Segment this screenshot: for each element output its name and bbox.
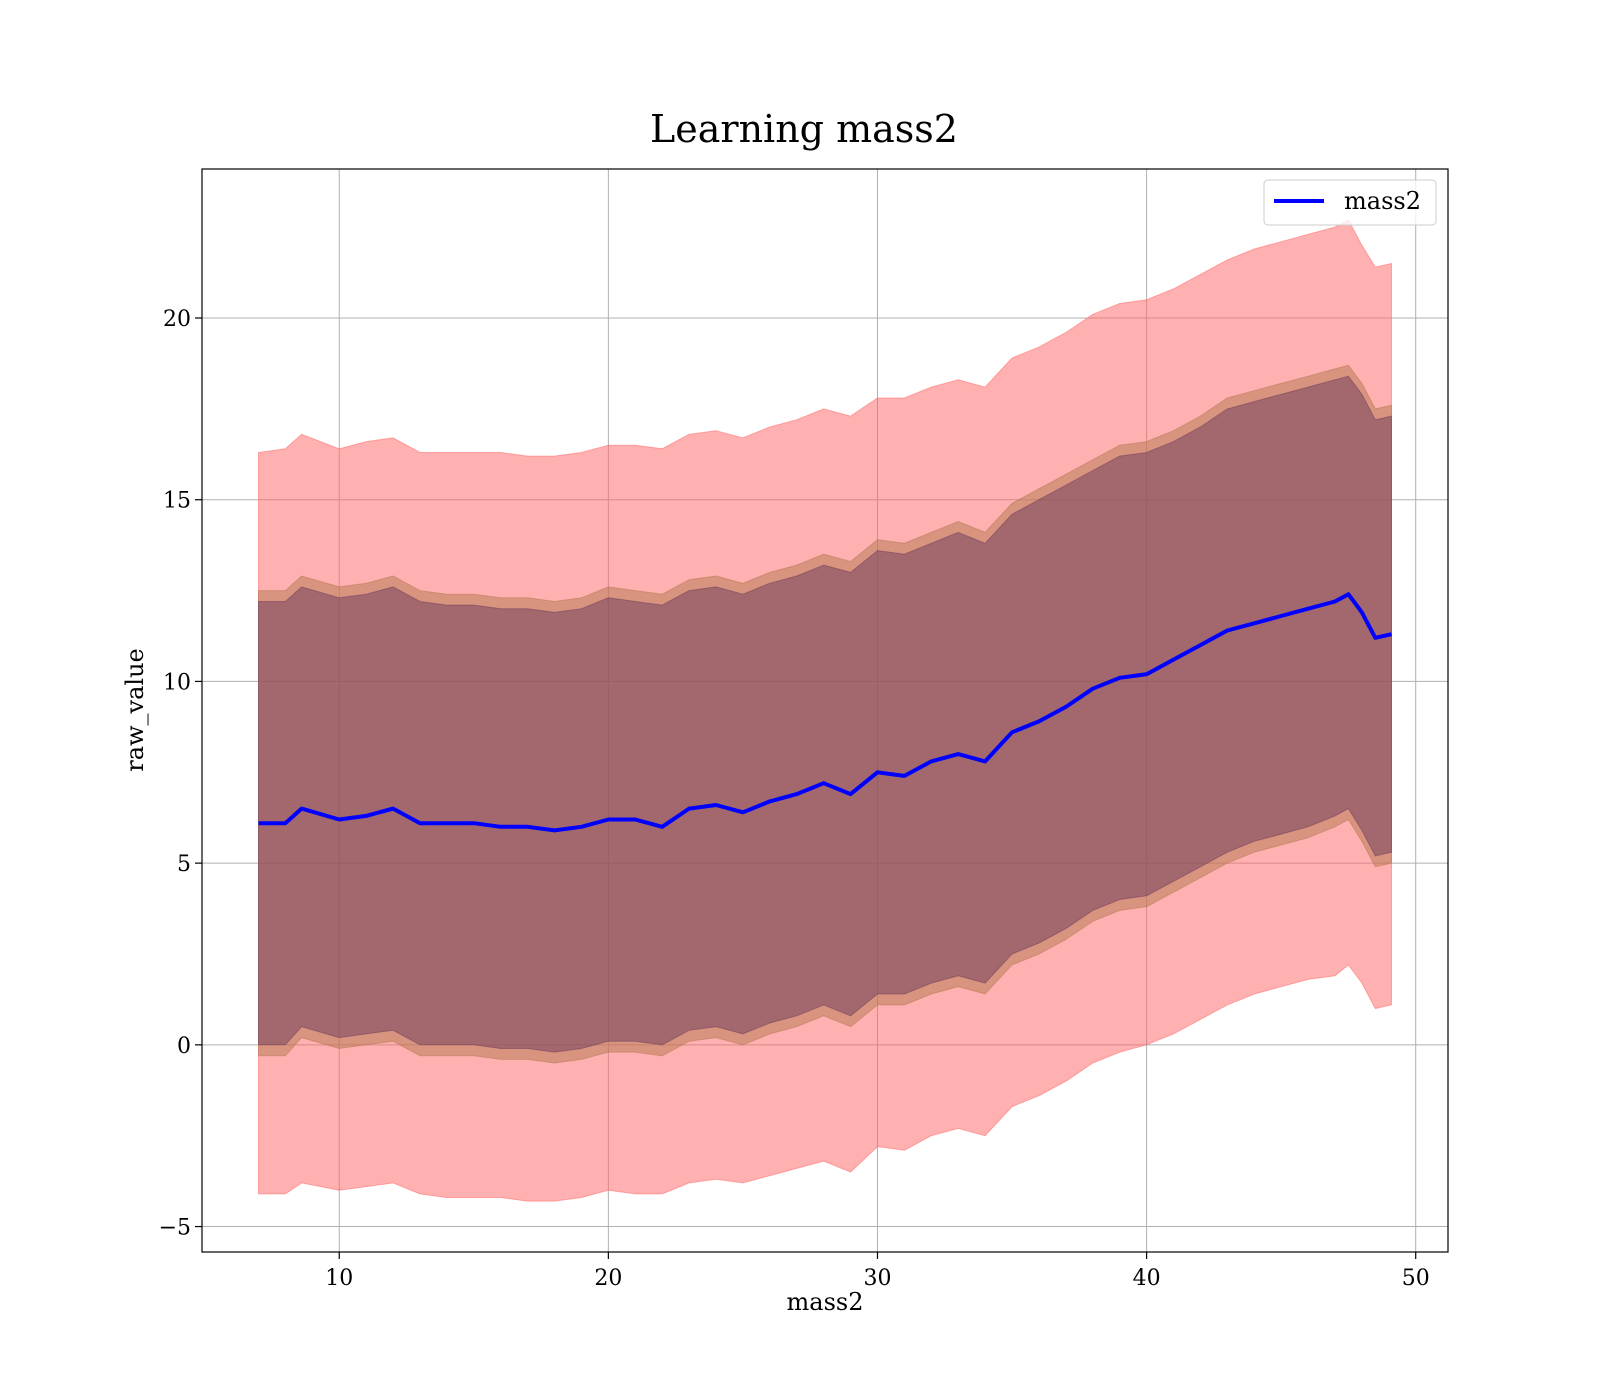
x-axis-label: mass2 (787, 1288, 864, 1316)
y-axis-ticks: −5 0 5 10 15 20 (159, 307, 202, 1241)
x-tick-label: 20 (594, 1266, 622, 1291)
x-tick-label: 10 (325, 1266, 353, 1291)
y-axis-label: raw_value (121, 648, 149, 772)
series-line-mass2 (258, 592, 1392, 833)
legend-label-mass2: mass2 (1344, 187, 1421, 215)
x-tick-label: 50 (1402, 1266, 1430, 1291)
x-tick-label: 40 (1133, 1266, 1161, 1291)
y-tick-label: −5 (159, 1216, 191, 1241)
band-inner (258, 375, 1392, 1053)
y-tick-label: 0 (177, 1034, 191, 1059)
legend-box (1263, 179, 1437, 226)
x-axis-ticks: 10 20 30 40 50 (325, 1252, 1430, 1291)
legend: mass2 (1263, 179, 1437, 226)
x-tick-label: 30 (863, 1266, 891, 1291)
y-tick-label: 20 (163, 307, 191, 332)
series-lines (258, 592, 1392, 833)
y-tick-label: 5 (177, 852, 191, 877)
confidence-bands (258, 219, 1392, 1202)
chart-title: Learning mass2 (650, 107, 958, 151)
plot-frame (201, 168, 1449, 1253)
y-tick-label: 10 (163, 670, 191, 695)
y-tick-label: 15 (163, 489, 191, 514)
